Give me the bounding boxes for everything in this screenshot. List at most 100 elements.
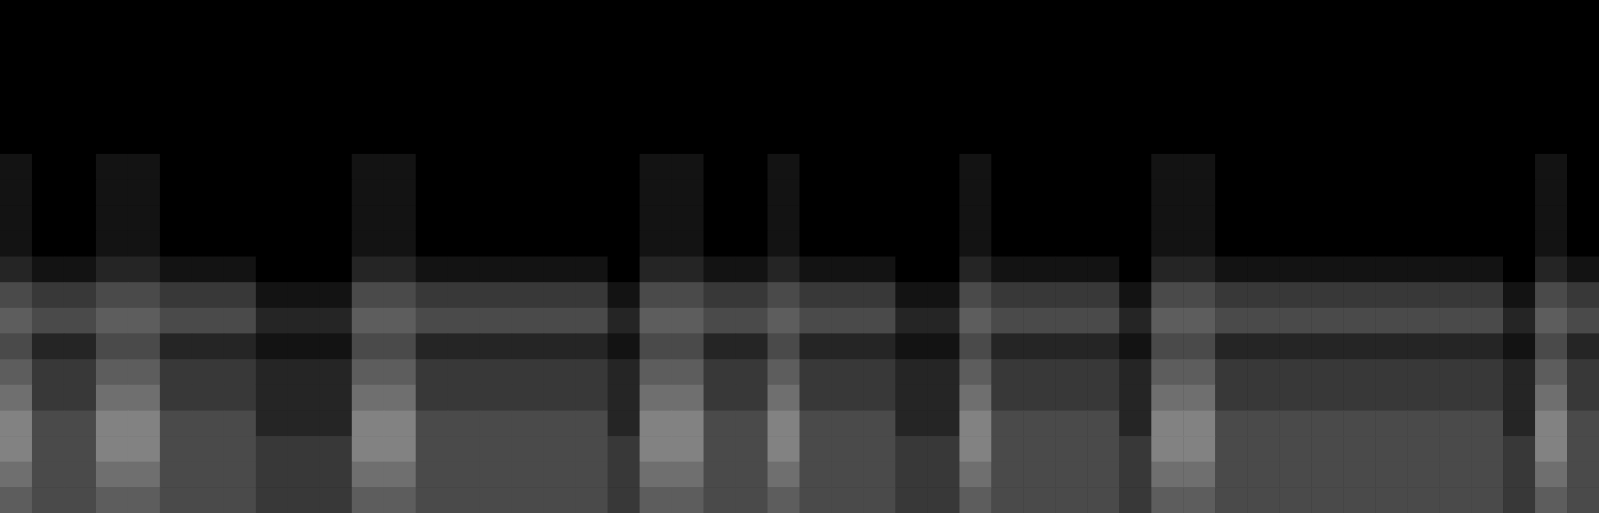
cell xyxy=(64,51,96,77)
cell xyxy=(160,333,192,359)
cell xyxy=(96,51,128,77)
cell xyxy=(704,180,736,206)
cell xyxy=(480,205,512,231)
cell xyxy=(64,410,96,436)
cell xyxy=(544,103,576,129)
cell xyxy=(1151,231,1183,257)
cell xyxy=(448,462,480,488)
cell xyxy=(800,359,832,385)
cell xyxy=(704,308,736,334)
cell xyxy=(704,77,736,103)
cell xyxy=(384,0,416,26)
cell xyxy=(64,359,96,385)
cell xyxy=(256,154,288,180)
cell xyxy=(1055,26,1087,52)
cell xyxy=(1407,308,1439,334)
cell xyxy=(512,0,544,26)
cell xyxy=(1087,359,1119,385)
cell xyxy=(1055,462,1087,488)
cell xyxy=(288,205,320,231)
cell xyxy=(1503,26,1535,52)
cell xyxy=(768,462,800,488)
cell xyxy=(224,128,256,154)
cell xyxy=(1183,154,1215,180)
cell xyxy=(640,282,672,308)
cell xyxy=(1535,128,1567,154)
cell xyxy=(831,26,863,52)
cell xyxy=(1151,257,1183,283)
cell xyxy=(1087,0,1119,26)
cell xyxy=(863,282,895,308)
cell xyxy=(480,257,512,283)
cell xyxy=(224,410,256,436)
cell xyxy=(1503,462,1535,488)
cell xyxy=(800,436,832,462)
cell xyxy=(1119,128,1151,154)
cell xyxy=(959,180,991,206)
cell xyxy=(0,462,32,488)
cell xyxy=(512,128,544,154)
cell xyxy=(512,282,544,308)
cell xyxy=(320,51,352,77)
cell xyxy=(576,410,608,436)
cell xyxy=(1407,462,1439,488)
cell xyxy=(1215,359,1247,385)
cell xyxy=(1087,26,1119,52)
cell xyxy=(1535,231,1567,257)
cell xyxy=(863,128,895,154)
cell xyxy=(1247,308,1279,334)
cell xyxy=(704,359,736,385)
cell xyxy=(0,436,32,462)
cell xyxy=(1407,103,1439,129)
cell xyxy=(1407,333,1439,359)
cell xyxy=(672,308,704,334)
cell xyxy=(256,385,288,411)
cell xyxy=(32,462,64,488)
cell xyxy=(160,308,192,334)
cell xyxy=(128,282,160,308)
cell xyxy=(96,282,128,308)
cell xyxy=(895,128,927,154)
cell xyxy=(895,0,927,26)
cell xyxy=(831,308,863,334)
cell xyxy=(544,308,576,334)
cell xyxy=(1183,385,1215,411)
cell xyxy=(800,257,832,283)
cell xyxy=(224,231,256,257)
cell xyxy=(128,26,160,52)
cell xyxy=(1535,77,1567,103)
cell xyxy=(704,410,736,436)
cell xyxy=(895,154,927,180)
cell xyxy=(96,103,128,129)
cell xyxy=(927,128,959,154)
cell xyxy=(1471,205,1503,231)
cell xyxy=(352,0,384,26)
cell xyxy=(0,385,32,411)
cell xyxy=(1343,462,1375,488)
cell xyxy=(768,128,800,154)
cell xyxy=(640,180,672,206)
cell xyxy=(1375,26,1407,52)
cell xyxy=(576,154,608,180)
cell xyxy=(128,180,160,206)
cell xyxy=(768,308,800,334)
cell xyxy=(1343,282,1375,308)
cell xyxy=(959,128,991,154)
cell xyxy=(1407,0,1439,26)
cell xyxy=(927,436,959,462)
cell xyxy=(1215,205,1247,231)
cell xyxy=(800,333,832,359)
cell xyxy=(1343,26,1375,52)
cell xyxy=(1567,359,1599,385)
cell xyxy=(0,410,32,436)
cell xyxy=(160,77,192,103)
cell xyxy=(1407,77,1439,103)
cell xyxy=(1247,385,1279,411)
cell xyxy=(128,154,160,180)
cell xyxy=(800,154,832,180)
cell xyxy=(416,359,448,385)
cell xyxy=(1407,154,1439,180)
cell xyxy=(96,180,128,206)
cell xyxy=(1471,385,1503,411)
cell xyxy=(959,436,991,462)
